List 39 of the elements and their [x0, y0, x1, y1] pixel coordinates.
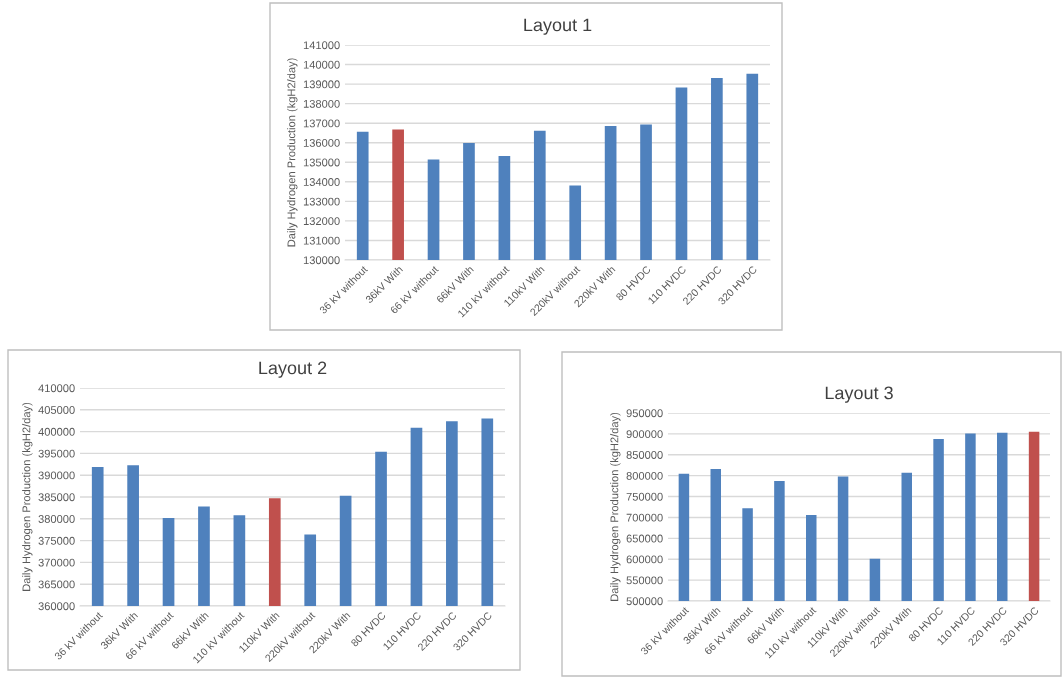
- y-tick-label: 133000: [303, 197, 340, 206]
- y-axis-title: Daily Hydrogen Production (kgH2/day): [22, 402, 33, 591]
- y-tick-label: 370000: [38, 558, 75, 567]
- y-tick-label: 390000: [38, 471, 75, 480]
- y-tick-label: 138000: [303, 99, 340, 108]
- y-tick-label: 365000: [38, 580, 75, 589]
- y-tick-label: 800000: [626, 471, 663, 480]
- y-tick-label: 380000: [38, 515, 75, 523]
- y-tick-label: 410000: [38, 384, 75, 393]
- y-tick-label: 140000: [303, 60, 340, 69]
- y-tick-label: 650000: [626, 534, 663, 543]
- y-tick-label: 395000: [38, 449, 75, 458]
- chart-title: Layout 1: [524, 18, 592, 35]
- y-tick-label: 385000: [38, 493, 75, 502]
- y-axis-title: Daily Hydrogen Production (kgH2/day): [610, 412, 621, 601]
- y-tick-label: 950000: [626, 409, 663, 418]
- y-tick-label: 375000: [38, 536, 75, 545]
- y-tick-label: 141000: [303, 41, 340, 50]
- y-tick-label: 500000: [626, 597, 663, 606]
- y-tick-label: 400000: [38, 427, 75, 436]
- chart-title: Layout 3: [825, 386, 893, 403]
- y-tick-label: 850000: [626, 451, 663, 459]
- y-tick-label: 405000: [38, 406, 75, 414]
- y-tick-label: 360000: [38, 602, 75, 611]
- y-tick-label: 139000: [303, 80, 340, 89]
- y-tick-label: 550000: [626, 576, 663, 585]
- y-tick-label: 135000: [303, 158, 340, 167]
- y-tick-label: 136000: [303, 138, 340, 147]
- y-tick-label: 130000: [303, 256, 340, 265]
- chart-title: Layout 2: [259, 361, 327, 378]
- y-axis-title: Daily Hydrogen Production (kgH2/day): [287, 58, 298, 247]
- y-tick-label: 132000: [303, 217, 340, 226]
- y-tick-label: 900000: [626, 430, 663, 439]
- y-tick-label: 600000: [626, 555, 663, 564]
- y-tick-label: 137000: [303, 119, 340, 128]
- y-tick-label: 131000: [303, 236, 340, 245]
- y-tick-label: 700000: [626, 513, 663, 522]
- y-tick-label: 134000: [303, 178, 340, 186]
- y-tick-label: 750000: [626, 492, 663, 501]
